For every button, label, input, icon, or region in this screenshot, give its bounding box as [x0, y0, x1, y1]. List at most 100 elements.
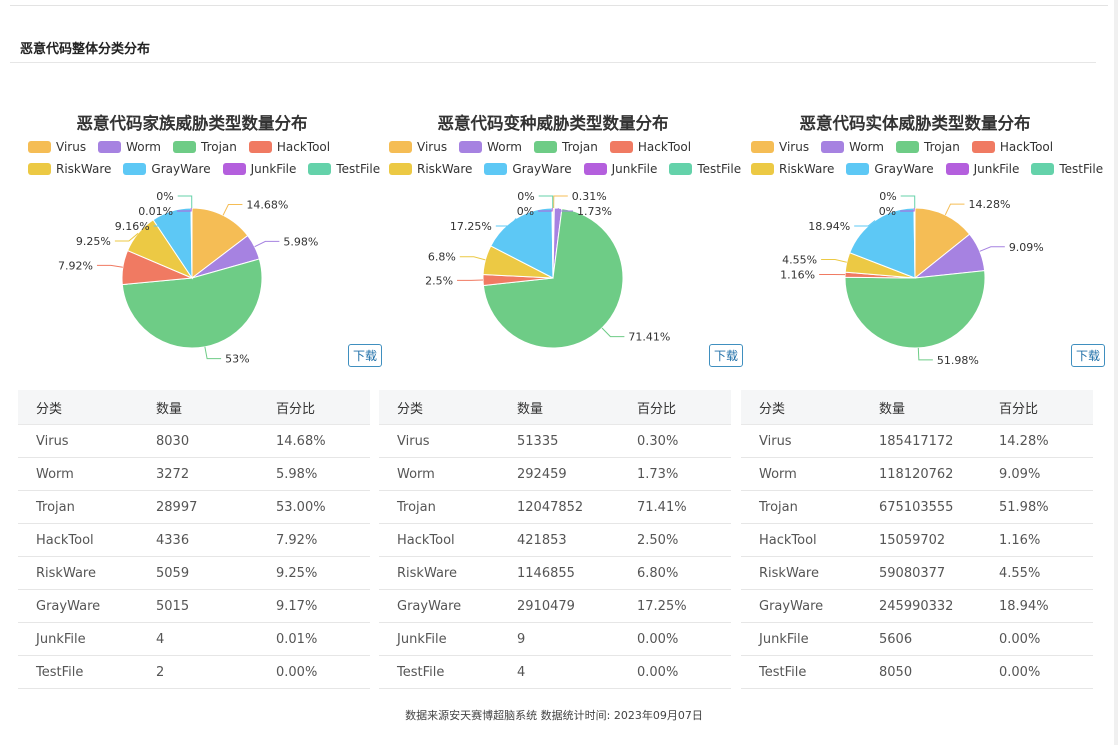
label-leader-line — [900, 207, 915, 212]
legend-label: Virus — [56, 140, 87, 154]
cell-percent: 9.17% — [258, 589, 370, 623]
cell-percent: 7.92% — [258, 523, 370, 557]
legend-label: TestFile — [336, 162, 381, 176]
legend-item-riskware[interactable]: RiskWare — [389, 162, 472, 176]
legend-swatch — [945, 163, 969, 175]
cell-category: Virus — [18, 424, 138, 458]
cell-percent: 0.01% — [258, 622, 370, 656]
legend-label: TestFile — [697, 162, 742, 176]
legend-item-testfile[interactable]: TestFile — [308, 162, 380, 176]
label-leader-line — [538, 195, 554, 209]
table-row: RiskWare 1146855 6.80% — [379, 556, 731, 590]
legend-item-riskware[interactable]: RiskWare — [751, 162, 834, 176]
legend-item-grayware[interactable]: GrayWare — [123, 162, 211, 176]
legend-row: RiskWare GrayWare JunkFile TestFile — [751, 158, 1103, 180]
pie-slice-virus[interactable] — [914, 207, 971, 280]
table-row: GrayWare 2910479 17.25% — [379, 589, 731, 623]
legend-item-virus[interactable]: Virus — [751, 140, 809, 154]
legend-label: JunkFile — [611, 162, 658, 176]
legend-swatch — [896, 141, 919, 153]
legend-item-testfile[interactable]: TestFile — [669, 162, 741, 176]
cell-category: RiskWare — [18, 556, 138, 590]
download-button[interactable]: 下载 — [1070, 344, 1105, 367]
legend-item-junkfile[interactable]: JunkFile — [222, 162, 296, 176]
header-category: 分类 — [18, 390, 138, 425]
legend-item-hacktool[interactable]: HackTool — [971, 140, 1053, 154]
cell-category: HackTool — [741, 523, 861, 557]
label-leader-line — [900, 195, 916, 209]
cell-category: TestFile — [741, 655, 861, 689]
pie-label-hacktool: 7.92% — [58, 259, 93, 272]
legend-swatch — [28, 163, 51, 175]
cell-category: JunkFile — [18, 622, 138, 656]
legend-item-trojan[interactable]: Trojan — [534, 140, 598, 154]
pie-label-virus: 14.68% — [246, 199, 288, 212]
download-button[interactable]: 下载 — [708, 344, 743, 367]
header-category: 分类 — [741, 390, 861, 425]
section-divider — [10, 62, 1096, 63]
table-header-row: 分类 数量 百分比 — [741, 390, 1093, 425]
cell-count: 3272 — [138, 457, 258, 491]
legend-item-grayware[interactable]: GrayWare — [484, 162, 572, 176]
cell-percent: 9.09% — [981, 457, 1093, 491]
cell-percent: 1.73% — [619, 457, 731, 491]
download-button[interactable]: 下载 — [347, 344, 382, 367]
cell-percent: 14.28% — [981, 424, 1093, 458]
table-row: HackTool 15059702 1.16% — [741, 523, 1093, 557]
legend-item-worm[interactable]: Worm — [98, 140, 161, 154]
cell-category: RiskWare — [379, 556, 499, 590]
table-body: Virus 51335 0.30% Worm 292459 1.73% Trojan 1204… — [379, 424, 731, 689]
legend-item-hacktool[interactable]: HackTool — [609, 140, 691, 154]
cell-percent: 0.00% — [981, 622, 1093, 656]
table-row: GrayWare 5015 9.17% — [18, 589, 370, 623]
label-leader-line — [177, 207, 192, 212]
chart-title: 恶意代码实体威胁类型数量分布 — [799, 114, 1031, 133]
legend-item-testfile[interactable]: TestFile — [1031, 162, 1103, 176]
legend-swatch — [173, 141, 196, 153]
label-leader-line — [979, 246, 1005, 252]
legend-label: Virus — [779, 140, 810, 154]
cell-percent: 51.98% — [981, 490, 1093, 524]
legend-item-hacktool[interactable]: HackTool — [248, 140, 330, 154]
table-head: 分类 数量 百分比 — [18, 390, 370, 425]
legend-item-virus[interactable]: Virus — [28, 140, 86, 154]
legend-item-riskware[interactable]: RiskWare — [28, 162, 111, 176]
legend-item-worm[interactable]: Worm — [459, 140, 522, 154]
cell-count: 2910479 — [499, 589, 619, 623]
legend-item-trojan[interactable]: Trojan — [896, 140, 960, 154]
pie-label-junkfile: 0% — [879, 205, 896, 218]
label-leader-line — [177, 195, 193, 209]
legend-item-junkfile[interactable]: JunkFile — [945, 162, 1019, 176]
legend-swatch — [484, 163, 508, 175]
cell-category: GrayWare — [741, 589, 861, 623]
chart-legend: Virus Worm Trojan HackTool RiskWare GrayWare J… — [389, 136, 741, 180]
label-leader-line — [601, 327, 625, 338]
cell-category: Worm — [18, 457, 138, 491]
legend-swatch — [28, 141, 51, 153]
legend-item-worm[interactable]: Worm — [821, 140, 884, 154]
pie-label-hacktool: 1.16% — [780, 269, 815, 282]
scrollbar-track[interactable] — [1114, 0, 1118, 745]
chart-panel-variant: 恶意代码变种威胁类型数量分布 Virus Worm Trojan HackTool Ris… — [373, 100, 743, 690]
pie-slice-trojan[interactable] — [844, 270, 986, 349]
legend-item-grayware[interactable]: GrayWare — [846, 162, 934, 176]
cell-category: Trojan — [741, 490, 861, 524]
cell-percent: 6.80% — [619, 556, 731, 590]
pie-label-riskware: 6.8% — [428, 251, 456, 264]
cell-count: 4 — [138, 622, 258, 656]
label-leader-line — [854, 220, 876, 227]
header-percent: 百分比 — [981, 390, 1093, 425]
label-leader-line — [222, 204, 243, 216]
legend-item-trojan[interactable]: Trojan — [173, 140, 237, 154]
cell-count: 9 — [499, 622, 619, 656]
cell-count: 59080377 — [861, 556, 981, 590]
pie-label-virus: 14.28% — [968, 198, 1010, 211]
label-leader-line — [96, 264, 123, 268]
legend-item-junkfile[interactable]: JunkFile — [583, 162, 658, 176]
legend-label: GrayWare — [512, 162, 572, 176]
pie-slice-grayware[interactable] — [849, 207, 916, 279]
legend-item-virus[interactable]: Virus — [389, 140, 447, 154]
legend-swatch — [751, 163, 774, 175]
cell-category: JunkFile — [741, 622, 861, 656]
pie-label-grayware: 18.94% — [808, 220, 850, 233]
